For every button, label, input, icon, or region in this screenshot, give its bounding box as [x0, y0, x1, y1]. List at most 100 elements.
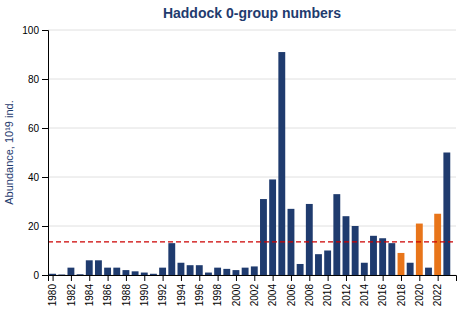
x-tick-mark — [309, 275, 310, 281]
y-tick-mark — [42, 30, 48, 31]
x-tick: 2002 — [249, 275, 260, 306]
bar — [113, 268, 120, 275]
x-tick-mark — [71, 275, 72, 281]
bar — [425, 268, 432, 275]
grid-line — [48, 177, 456, 178]
y-tick: 100 — [22, 25, 48, 36]
chart: 1980 1982 1984 1986 1988 1990 1992 1994 1996 1998… — [0, 0, 468, 315]
x-axis: 1980 1982 1984 1986 1988 1990 1992 1994 1996 1998… — [47, 275, 456, 306]
bar — [269, 179, 276, 275]
grid-line — [48, 79, 456, 80]
x-tick-mark — [254, 275, 255, 281]
x-tick: 2012 — [341, 275, 352, 306]
grid-line — [48, 30, 456, 31]
x-tick: 1992 — [157, 275, 168, 306]
y-axis-line — [42, 31, 49, 276]
x-tick-mark — [163, 275, 164, 281]
y-tick-mark — [42, 79, 48, 80]
grid — [48, 30, 456, 275]
x-tick-mark — [53, 275, 54, 281]
x-tick-label: 1992 — [157, 284, 168, 307]
x-tick-mark — [383, 275, 384, 281]
x-tick: 2020 — [414, 275, 425, 306]
x-tick: 1980 — [47, 275, 58, 306]
x-tick: 2016 — [377, 275, 388, 306]
y-tick-mark — [42, 177, 48, 178]
bar — [58, 274, 65, 275]
x-tick-mark — [108, 275, 109, 281]
y-tick-label: 0 — [33, 270, 39, 281]
y-tick-label: 40 — [28, 172, 40, 183]
bar — [324, 251, 331, 276]
bar — [196, 265, 203, 275]
bar — [251, 266, 258, 275]
bar — [104, 268, 111, 275]
bar — [306, 204, 313, 275]
x-tick: 1982 — [66, 275, 77, 306]
x-tick-label: 1994 — [176, 284, 187, 307]
x-tick-mark — [364, 275, 365, 281]
y-tick-label: 80 — [28, 74, 40, 85]
x-tick: 2004 — [267, 275, 278, 306]
x-tick: 1996 — [194, 275, 205, 306]
x-tick-label: 1984 — [84, 284, 95, 307]
y-tick-label: 100 — [22, 25, 39, 36]
y-axis-title: Abundance, 10¹9 ind. — [3, 100, 15, 205]
x-tick-mark — [218, 275, 219, 281]
x-tick-label: 1998 — [212, 284, 223, 307]
bar — [388, 243, 395, 275]
x-tick: 1998 — [212, 275, 223, 306]
bar — [77, 274, 84, 275]
x-tick-label: 2012 — [341, 284, 352, 307]
x-tick-mark — [181, 275, 182, 281]
bar — [178, 263, 185, 275]
bar — [361, 263, 368, 275]
x-tick: 1986 — [102, 275, 113, 306]
x-tick: 2006 — [286, 275, 297, 306]
x-tick: 2018 — [396, 275, 407, 306]
bar — [187, 265, 194, 275]
bar — [205, 273, 212, 275]
bar — [297, 264, 304, 275]
x-tick-mark — [401, 275, 402, 281]
x-tick: 1984 — [84, 275, 95, 306]
bar — [132, 271, 139, 275]
y-tick-mark — [42, 226, 48, 227]
x-tick-label: 2004 — [267, 284, 278, 307]
bar — [407, 263, 414, 275]
bar — [352, 226, 359, 275]
x-tick-label: 1980 — [47, 284, 58, 307]
x-tick-label: 2020 — [414, 284, 425, 307]
x-tick-mark — [273, 275, 274, 281]
x-tick-label: 1986 — [102, 284, 113, 307]
x-tick-mark — [346, 275, 347, 281]
x-tick-label: 1996 — [194, 284, 205, 307]
x-tick-label: 1988 — [121, 284, 132, 307]
bar — [398, 253, 405, 275]
bar — [443, 153, 450, 276]
x-tick-label: 2006 — [286, 284, 297, 307]
y-tick-label: 60 — [28, 123, 40, 134]
grid-line — [48, 226, 456, 227]
x-tick: 2022 — [432, 275, 443, 306]
x-tick: 2010 — [322, 275, 333, 306]
y-tick-mark — [42, 275, 48, 276]
bar — [343, 216, 350, 275]
y-tick-mark — [42, 128, 48, 129]
bar — [141, 273, 148, 275]
y-tick: 60 — [28, 123, 48, 134]
bar — [214, 268, 221, 275]
y-tick: 40 — [28, 172, 48, 183]
x-tick-mark — [144, 275, 145, 281]
plot: 1980 1982 1984 1986 1988 1990 1992 1994 1996 1998… — [22, 25, 456, 307]
x-tick-label: 1990 — [139, 284, 150, 307]
y-tick-label: 20 — [28, 221, 40, 232]
x-tick-mark — [438, 275, 439, 281]
x-tick: 1990 — [139, 275, 150, 306]
y-tick: 80 — [28, 74, 48, 85]
bar — [49, 274, 56, 275]
marks — [48, 52, 456, 275]
x-tick: 1994 — [176, 275, 187, 306]
x-tick-mark — [199, 275, 200, 281]
x-tick-label: 2008 — [304, 284, 315, 307]
